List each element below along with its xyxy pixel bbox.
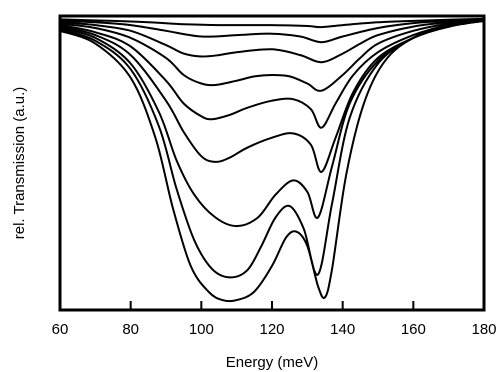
series-line-5	[59, 19, 485, 129]
series-line-8	[59, 19, 485, 279]
x-tick-label: 180	[471, 321, 496, 338]
x-tick-label: 100	[189, 321, 214, 338]
x-tick-label: 60	[52, 321, 69, 338]
series-line-9	[59, 19, 485, 303]
series-line-6	[59, 19, 485, 173]
x-tick-label: 80	[122, 321, 139, 338]
x-axis-ticks: 60 80 100 120 140 160 180	[52, 301, 497, 338]
x-tick-label: 140	[330, 321, 355, 338]
y-axis-label: rel. Transmission (a.u.)	[11, 87, 28, 240]
series-line-4	[59, 19, 485, 92]
series-line-3	[59, 19, 485, 64]
x-tick-label: 120	[259, 321, 284, 338]
x-axis-label: Energy (meV)	[226, 354, 319, 371]
series-lines	[59, 17, 485, 303]
series-line-1	[59, 17, 485, 29]
x-tick-label: 160	[401, 321, 426, 338]
series-line-7	[59, 19, 485, 228]
series-line-2	[59, 18, 485, 44]
